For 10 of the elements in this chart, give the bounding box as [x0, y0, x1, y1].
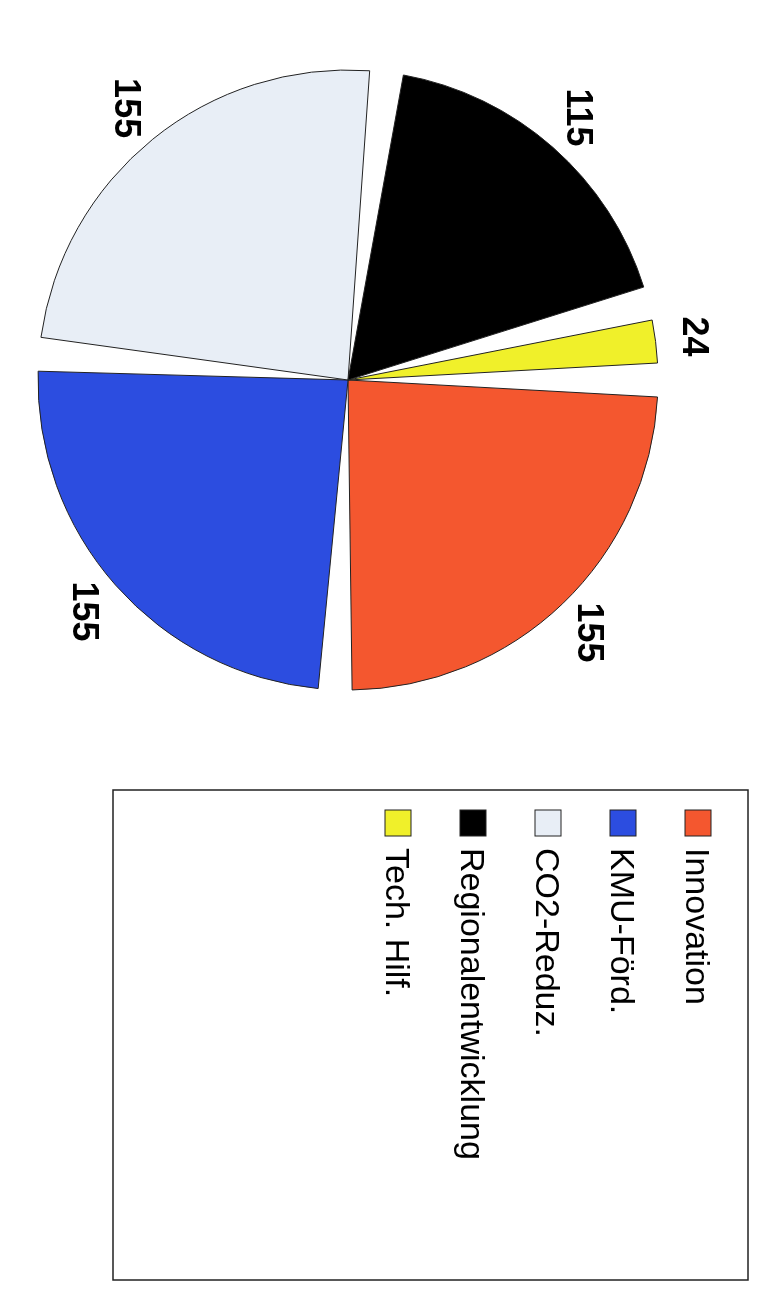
data-label: 155 [569, 602, 611, 663]
data-label: 115 [559, 88, 601, 147]
legend-label: Tech. Hilf. [379, 848, 417, 998]
legend-label: Regionalentwicklung [454, 848, 492, 1160]
data-label: 24 [674, 316, 716, 357]
legend-label: CO2-Reduz. [529, 848, 567, 1037]
data-label: 155 [65, 581, 107, 642]
data-label: 155 [107, 78, 149, 139]
legend-label: KMU-Förd. [604, 848, 642, 1015]
legend-label: Innovation [679, 848, 717, 1005]
